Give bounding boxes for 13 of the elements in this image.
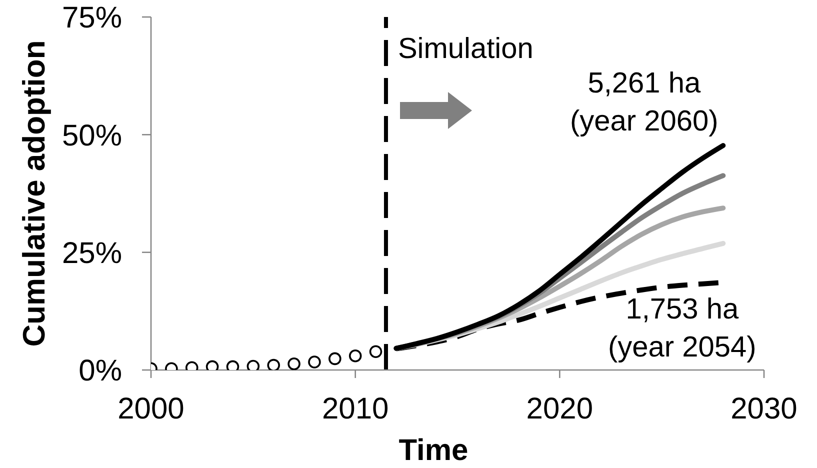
- annotation: 5,261 ha (year 2060): [570, 67, 718, 138]
- x-tick-label: 2020: [526, 392, 594, 426]
- y-tick-label: 50%: [62, 119, 122, 152]
- y-tick-label: 25%: [62, 236, 122, 270]
- x-tick-label: 2010: [322, 392, 389, 426]
- x-tick-label: 2030: [730, 392, 798, 426]
- y-tick-label: 75%: [62, 2, 122, 35]
- ref-line-label: Simulation: [398, 33, 534, 65]
- y-tick-label: 0%: [78, 354, 122, 388]
- annotation: 1,753 ha (year 2054): [608, 293, 756, 364]
- x-tick-label: 2000: [118, 392, 184, 426]
- x-axis-title: Time: [398, 434, 468, 467]
- y-axis-title: Cumulative adoption: [16, 40, 52, 347]
